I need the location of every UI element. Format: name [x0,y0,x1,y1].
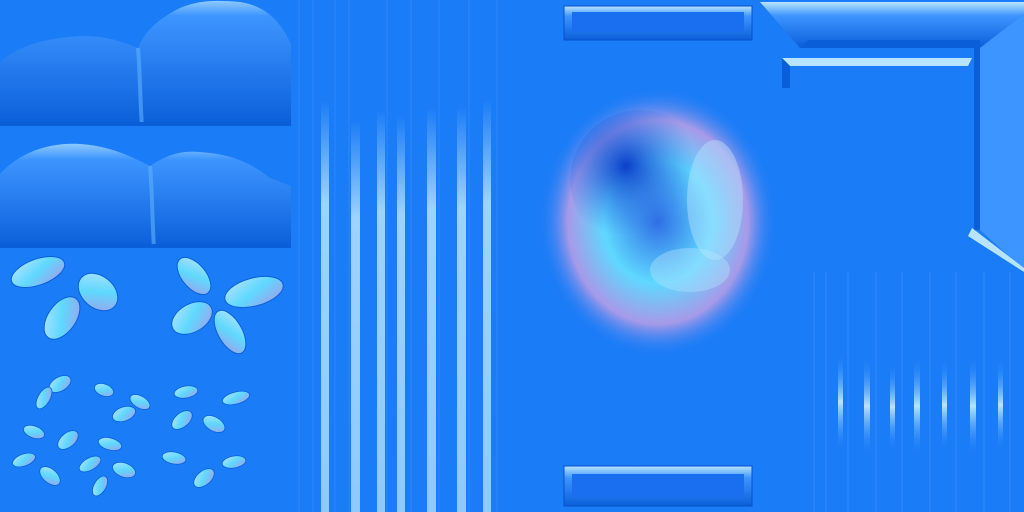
vertical-stripes-icon [806,272,1024,512]
hills-icon [0,126,291,248]
rock-crater-tile [510,0,806,512]
hills-icon [0,0,291,126]
vertical-grass-strip [291,0,510,512]
vertical-stripes-icon [291,0,510,512]
hills-top-tile [0,0,291,126]
thin-stripes-tile [806,272,1024,512]
bevel-frame-icon [563,2,1024,507]
small-leaves-tile [0,360,291,512]
leaf-cluster-icon [0,360,291,512]
rock-icon [510,0,806,512]
large-leaves-tile [0,248,291,360]
bevel-frame-tile [510,0,1024,512]
hills-bottom-tile [0,126,291,248]
leaf-cluster-icon [0,248,291,360]
